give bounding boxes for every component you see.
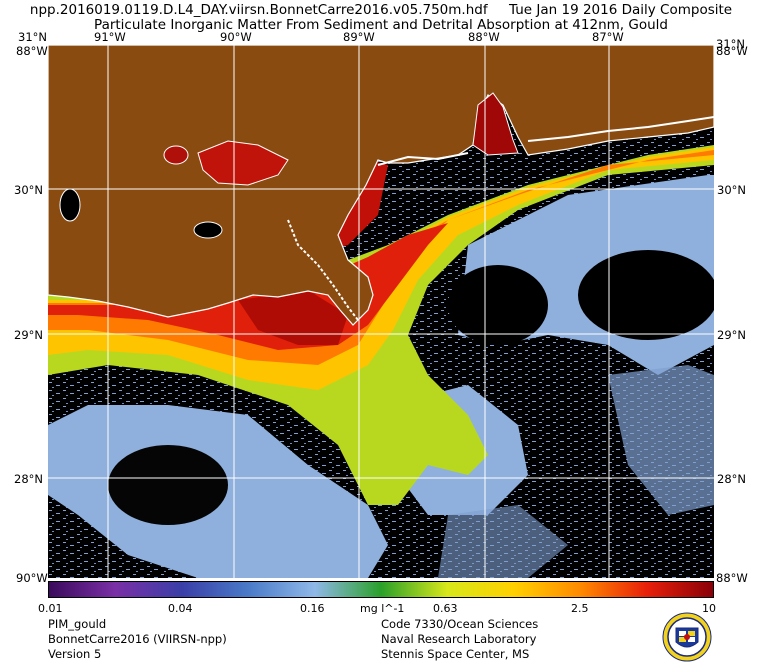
title-line-1: npp.2016019.0119.D.L4_DAY.viirsn.BonnetC… [29,2,733,18]
region-name: BonnetCarre2016 (VIIRSN-npp) [48,632,227,646]
delta-marsh [287,219,359,321]
colorbar-unit: mg l^-1 [360,602,405,615]
dark-water-eddy [448,265,548,345]
lat-label-29n-left: 29°N [14,328,43,342]
org-name: Naval Research Laboratory [381,632,537,646]
clear-water-region [438,505,568,578]
graticule [48,45,714,578]
lat-label-28n-left: 28°N [14,472,43,486]
product-name: PIM_gould [48,617,107,631]
colorbar-tick-3: 0.63 [433,602,458,615]
dark-water-eddy [578,250,714,340]
lon-label-90w: 90°W [220,30,252,44]
org-location: Stennis Space Center, MS [381,647,530,661]
lon-label-91w: 91°W [94,30,126,44]
colorbar-tick-4: 2.5 [571,602,589,615]
lon-label-88w: 88°W [468,30,500,44]
title-line-2: Particulate Inorganic Matter From Sedime… [94,17,668,33]
colorbar-tick-5: 10 [702,602,716,615]
footer-left: PIM_gould BonnetCarre2016 (VIIRSN-npp) V… [48,617,227,662]
lat-label-30n-left: 30°N [14,183,43,197]
mobile-bay [472,92,519,156]
corner-lon-bottom-right: 88°W [716,571,748,585]
lon-label-87w: 87°W [592,30,624,44]
corner-lon-top-left: 88°W [16,44,48,58]
lake-salvador [193,221,223,239]
corner-lat-top-right: 31°N [716,37,745,51]
lat-label-30n-right: 30°N [717,183,746,197]
footer-right: Code 7330/Ocean Sciences Naval Research … [381,617,538,662]
lake-pontchartrain [197,140,289,186]
satellite-map [48,45,714,578]
nrl-seal-logo [662,612,712,662]
corner-lon-bottom-left: 90°W [16,571,48,585]
org-code: Code 7330/Ocean Sciences [381,617,539,631]
lat-label-28n-right: 28°N [717,472,746,486]
sediment-plume-core [238,290,348,345]
version-text: Version 5 [48,647,102,661]
land-area [48,45,714,326]
colorbar [48,581,714,598]
lon-label-89w: 89°W [343,30,375,44]
corner-lat-top-left: 31°N [18,30,47,44]
colorbar-tick-0: 0.01 [38,602,63,615]
coastline-barrier-islands [377,116,714,166]
corner-lon-top-right: 88°W [716,44,748,58]
colorbar-tick-2: 0.16 [300,602,325,615]
inland-water [59,188,81,222]
lake-maurepas [163,145,189,165]
colorbar-tick-1: 0.04 [168,602,193,615]
dark-water-eddy [108,445,228,525]
lat-label-29n-right: 29°N [717,328,746,342]
